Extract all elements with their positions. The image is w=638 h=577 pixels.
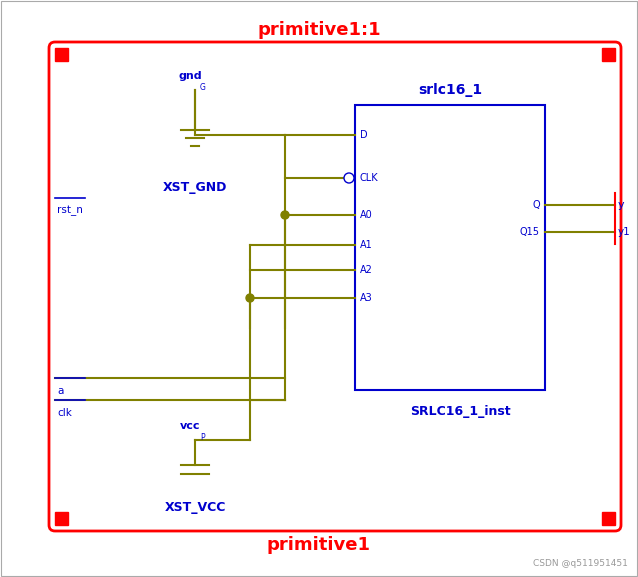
Circle shape: [246, 294, 254, 302]
Text: CLK: CLK: [360, 173, 378, 183]
Text: XST_GND: XST_GND: [163, 181, 227, 193]
Text: primitive1:1: primitive1:1: [257, 21, 381, 39]
Text: P: P: [201, 433, 205, 443]
Text: gnd: gnd: [178, 71, 202, 81]
Text: SRLC16_1_inst: SRLC16_1_inst: [410, 406, 510, 418]
Circle shape: [281, 211, 289, 219]
Text: CSDN @q511951451: CSDN @q511951451: [533, 559, 628, 568]
Text: A2: A2: [360, 265, 373, 275]
Text: Q: Q: [532, 200, 540, 210]
Bar: [355, 105, 545, 390]
Bar: [55, 48, 68, 61]
Text: A0: A0: [360, 210, 373, 220]
Bar: [602, 512, 615, 525]
Text: Q15: Q15: [520, 227, 540, 237]
Text: a: a: [57, 386, 63, 396]
Circle shape: [344, 173, 354, 183]
Bar: [602, 48, 615, 61]
Text: G: G: [200, 84, 206, 92]
Text: A1: A1: [360, 240, 373, 250]
Text: A3: A3: [360, 293, 373, 303]
Text: vcc: vcc: [180, 421, 200, 431]
Text: D: D: [360, 130, 367, 140]
Text: y: y: [618, 200, 625, 210]
Text: y1: y1: [618, 227, 631, 237]
Text: primitive1: primitive1: [267, 536, 371, 554]
Bar: [55, 512, 68, 525]
Text: XST_VCC: XST_VCC: [165, 501, 226, 515]
Text: clk: clk: [57, 408, 72, 418]
Text: srlc16_1: srlc16_1: [418, 83, 482, 97]
Text: rst_n: rst_n: [57, 206, 83, 216]
